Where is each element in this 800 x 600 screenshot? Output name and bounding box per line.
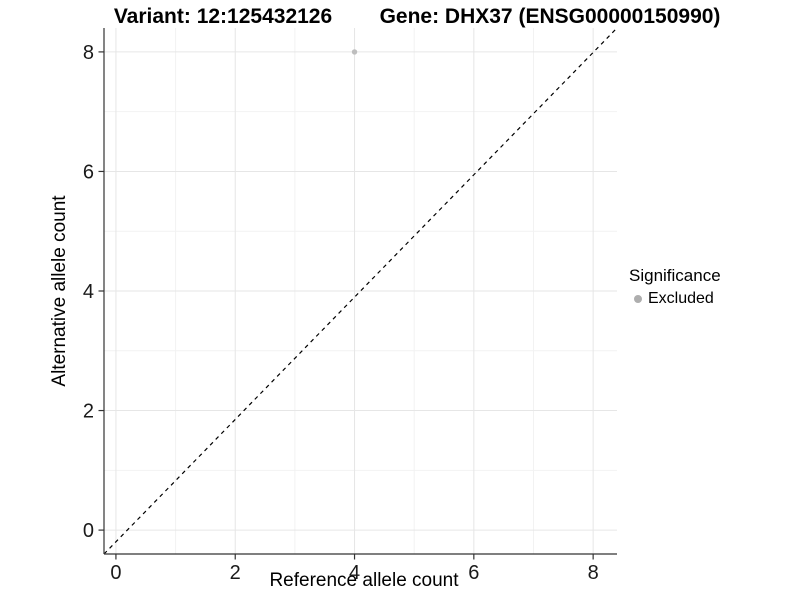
x-tick-label: 8 bbox=[588, 562, 599, 584]
x-tick-label: 4 bbox=[349, 562, 360, 584]
legend: Significance Excluded bbox=[629, 266, 721, 308]
legend-point-icon bbox=[634, 295, 642, 303]
y-tick-label: 2 bbox=[83, 401, 94, 423]
x-tick-label: 6 bbox=[468, 562, 479, 584]
x-tick-label: 0 bbox=[110, 562, 121, 584]
x-tick-label: 2 bbox=[230, 562, 241, 584]
legend-item-excluded: Excluded bbox=[629, 290, 721, 308]
y-tick-label: 8 bbox=[83, 42, 94, 64]
y-tick-label: 0 bbox=[83, 520, 94, 542]
legend-item-label: Excluded bbox=[648, 290, 714, 307]
identity-reference-line bbox=[103, 27, 618, 555]
y-tick-label: 4 bbox=[83, 281, 94, 303]
x-axis-title: Reference allele count bbox=[269, 570, 459, 591]
data-point bbox=[351, 49, 358, 55]
plot-title-gene: Gene: DHX37 (ENSG00000150990) bbox=[379, 5, 721, 28]
legend-title: Significance bbox=[629, 266, 721, 285]
plot-title-variant: Variant: 12:125432126 bbox=[113, 5, 333, 28]
y-tick-label: 6 bbox=[83, 161, 94, 183]
y-axis-title: Alternative allele count bbox=[49, 195, 70, 387]
